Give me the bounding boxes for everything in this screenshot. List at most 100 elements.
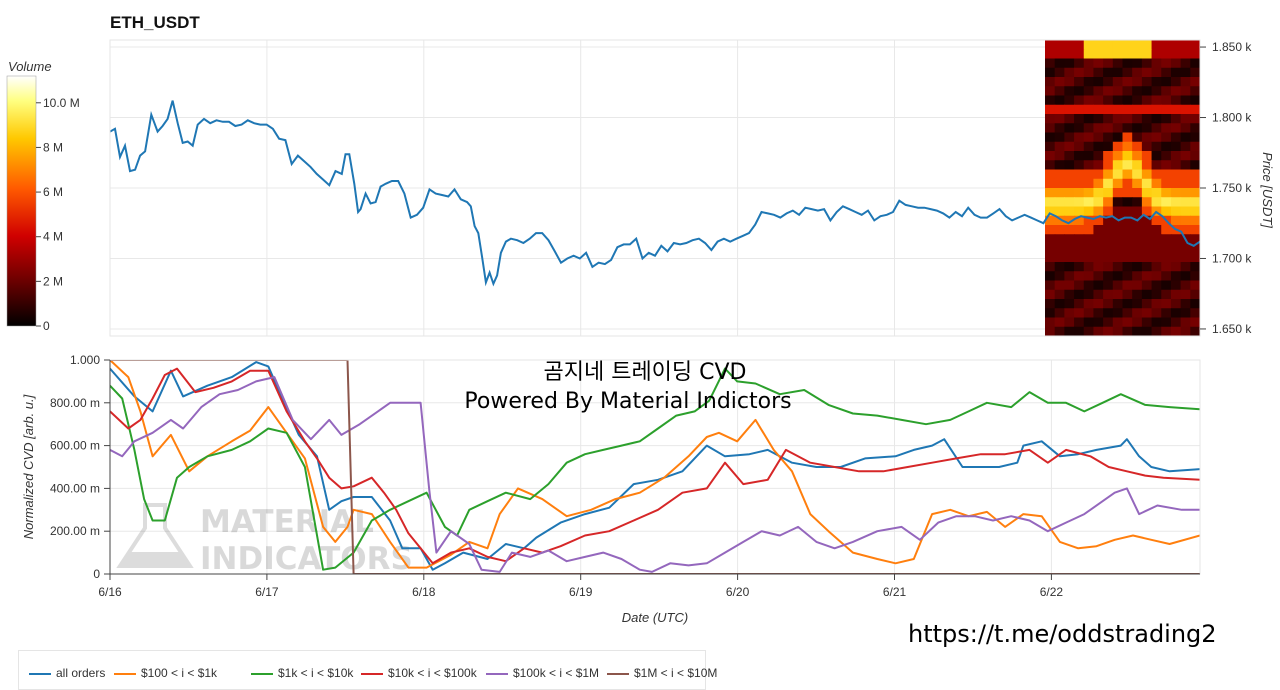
heatmap-cell [1151,178,1162,189]
legend-item[interactable]: all orders [29,666,105,680]
heatmap-cell [1045,104,1056,115]
legend-item[interactable]: $10k < i < $100k [361,666,477,680]
heatmap-cell [1093,123,1104,134]
heatmap-cell [1064,308,1075,319]
heatmap-cell [1170,280,1182,291]
heatmap-cell [1122,160,1133,171]
heatmap-cell [1064,40,1075,50]
heatmap-cell [1151,141,1162,152]
heatmap-cell [1064,114,1075,124]
heatmap-cell [1132,299,1143,309]
colorbar-tick-label: 8 M [43,140,63,154]
heatmap-cell [1122,197,1133,208]
heatmap-cell [1161,141,1172,152]
heatmap-cell [1141,151,1153,161]
legend-item[interactable]: $1k < i < $10k [251,666,353,680]
legend-item[interactable]: $1M < i < $10M [607,666,717,680]
heatmap-cell [1064,197,1075,208]
heatmap-cell [1054,308,1065,319]
heatmap-cell [1170,262,1182,272]
heatmap-cell [1141,86,1153,97]
legend-item[interactable]: $100 < i < $1k [114,666,217,680]
heatmap-cell [1064,160,1075,171]
heatmap-cell [1180,67,1191,78]
heatmap-cell [1190,58,1200,69]
heatmap-cell [1064,326,1075,336]
heatmap-cell [1074,40,1085,50]
heatmap-cell [1045,169,1056,180]
heatmap-cell [1190,299,1200,309]
legend-label: $10k < i < $100k [388,666,477,680]
cvd-line [110,360,1200,574]
heatmap-cell [1054,243,1065,254]
heatmap-cell [1054,188,1065,198]
heatmap-cell [1180,197,1191,208]
heatmap-cell [1170,299,1182,309]
heatmap-cell [1064,234,1075,245]
heatmap-cell [1190,308,1200,319]
heatmap-cell [1103,252,1114,263]
heatmap-cell [1112,114,1124,124]
heatmap-cell [1132,58,1143,69]
heatmap-cell [1112,326,1124,336]
heatmap-cell [1045,67,1056,78]
heatmap-cell [1083,49,1095,60]
heatmap-cell [1141,160,1153,171]
heatmap-cell [1190,132,1200,143]
heatmap-cell [1190,280,1200,291]
cvd-y-tick-label: 400.00 m [50,481,100,495]
heatmap-cell [1170,206,1182,217]
heatmap-cell [1112,225,1124,235]
heatmap-cell [1141,188,1153,198]
heatmap-cell [1093,317,1104,328]
heatmap-cell [1103,326,1114,336]
heatmap-cell [1180,215,1191,226]
heatmap-cell [1103,151,1114,161]
heatmap-cell [1064,280,1075,291]
heatmap-cell [1074,326,1085,336]
heatmap-cell [1122,178,1133,189]
price-y-tick-label: 1.750 k [1212,181,1252,195]
heatmap-cell [1074,169,1085,180]
heatmap-cell [1161,188,1172,198]
heatmap-cell [1151,132,1162,143]
heatmap-cell [1161,40,1172,50]
credit-link[interactable]: https://t.me/oddstrading2 [908,620,1217,648]
heatmap-cell [1045,151,1056,161]
legend-item[interactable]: $100k < i < $1M [486,666,599,680]
heatmap-cell [1103,67,1114,78]
legend-swatch [361,672,383,675]
heatmap-cell [1161,234,1172,245]
legend-swatch [29,672,51,675]
heatmap-cell [1093,289,1104,300]
colorbar-tick-label: 0 [43,319,50,333]
heatmap-cell [1083,123,1095,134]
heatmap-cell [1083,197,1095,208]
heatmap-cell [1045,215,1056,226]
heatmap-cell [1122,151,1133,161]
heatmap-cell [1112,243,1124,254]
legend: all orders $100 < i < $1k $1k < i < $10k $1… [18,650,717,690]
heatmap-cell [1112,40,1124,50]
heatmap-cell [1045,86,1056,97]
heatmap-cell [1103,308,1114,319]
heatmap-cell [1190,160,1200,171]
heatmap-cell [1161,252,1172,263]
heatmap-cell [1122,206,1133,217]
heatmap-cell [1074,225,1085,235]
heatmap-cell [1112,317,1124,328]
heatmap-cell [1074,67,1085,78]
heatmap-cell [1093,326,1104,336]
heatmap-cell [1074,123,1085,134]
heatmap-cell [1132,169,1143,180]
heatmap-cell [1054,141,1065,152]
heatmap-cell [1122,271,1133,282]
heatmap-cell [1132,280,1143,291]
heatmap-cell [1151,215,1162,226]
cvd-y-tick-label: 600.00 m [50,439,100,453]
heatmap-cell [1083,169,1095,180]
cvd-x-axis: 6/16 6/17 6/18 6/19 6/20 6/21 6/22 [98,574,1063,599]
heatmap-cell [1122,188,1133,198]
heatmap-cell [1083,262,1095,272]
heatmap-cell [1064,243,1075,254]
